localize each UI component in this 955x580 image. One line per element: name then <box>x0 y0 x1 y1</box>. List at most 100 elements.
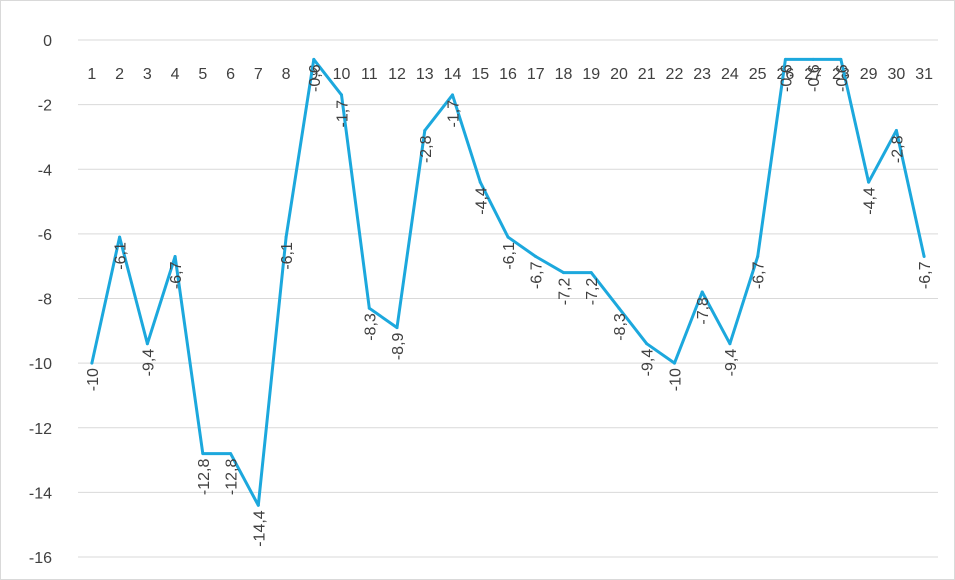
data-point <box>700 290 704 294</box>
x-tick-label: 14 <box>444 66 462 83</box>
data-label: -6,7 <box>168 261 185 289</box>
x-tick-label: 4 <box>171 66 180 83</box>
data-label: -2,8 <box>889 135 906 163</box>
x-tick-label: 17 <box>527 66 545 83</box>
data-label: -12,8 <box>196 458 213 495</box>
data-label: -12,8 <box>224 458 241 495</box>
data-label: -7,2 <box>556 278 573 306</box>
data-label: -6,7 <box>529 261 546 289</box>
data-point <box>312 57 316 61</box>
data-label: -6,1 <box>113 242 130 270</box>
data-point <box>173 254 177 258</box>
x-tick-label: 24 <box>721 66 739 83</box>
x-tick-label: 25 <box>749 66 767 83</box>
data-point <box>617 306 621 310</box>
data-label: -4,4 <box>473 187 490 215</box>
x-tick-label: 6 <box>226 66 235 83</box>
x-tick-label: 8 <box>282 66 291 83</box>
x-tick-label: 30 <box>887 66 905 83</box>
data-point <box>645 342 649 346</box>
y-tick-label: -14 <box>29 485 52 502</box>
data-label: -2,8 <box>418 135 435 163</box>
series-line <box>90 57 926 507</box>
data-point <box>589 271 593 275</box>
data-point <box>506 235 510 239</box>
data-point <box>534 254 538 258</box>
y-tick-label: -16 <box>29 550 52 567</box>
x-tick-label: 22 <box>666 66 684 83</box>
y-axis-tick-labels: 0 -2 -4 -6 -8 -10 -12 -14 -16 <box>29 33 52 567</box>
y-tick-label: -10 <box>29 356 52 373</box>
x-tick-label: 29 <box>860 66 878 83</box>
data-point <box>894 128 898 132</box>
data-label: -0,6 <box>834 64 851 92</box>
x-tick-label: 21 <box>638 66 656 83</box>
x-tick-label: 15 <box>471 66 489 83</box>
data-label: -8,9 <box>390 332 407 360</box>
data-point <box>867 180 871 184</box>
x-tick-label: 7 <box>254 66 263 83</box>
data-label: -6,7 <box>917 261 934 289</box>
x-tick-label: 2 <box>115 66 124 83</box>
data-label: -0,6 <box>307 64 324 92</box>
data-label: -10 <box>667 368 684 391</box>
data-label: -7,8 <box>695 297 712 325</box>
data-point <box>756 254 760 258</box>
y-tick-label: -8 <box>38 292 52 309</box>
data-label: -0,6 <box>806 64 823 92</box>
data-point <box>811 57 815 61</box>
data-label: -9,4 <box>140 349 157 377</box>
data-label: -10 <box>85 368 102 391</box>
x-tick-label: 20 <box>610 66 628 83</box>
data-label: -14,4 <box>251 510 268 547</box>
data-point <box>145 342 149 346</box>
y-tick-label: -2 <box>38 98 52 115</box>
data-point <box>672 361 676 365</box>
y-tick-label: -4 <box>38 162 52 179</box>
y-tick-label: 0 <box>43 33 52 50</box>
x-tick-label: 26 <box>777 66 795 83</box>
y-tick-label: -12 <box>29 421 52 438</box>
data-point <box>284 235 288 239</box>
data-point <box>783 57 787 61</box>
x-tick-label: 3 <box>143 66 152 83</box>
data-label: -1,7 <box>335 100 352 128</box>
data-point <box>728 342 732 346</box>
data-point <box>395 326 399 330</box>
data-point <box>340 93 344 97</box>
x-tick-label: 1 <box>87 66 96 83</box>
data-label: -8,3 <box>362 313 379 341</box>
data-point <box>423 128 427 132</box>
data-point <box>256 503 260 507</box>
data-point <box>118 235 122 239</box>
data-label: -8,3 <box>612 313 629 341</box>
data-point <box>922 254 926 258</box>
data-label: -6,7 <box>751 261 768 289</box>
x-tick-label: 5 <box>198 66 207 83</box>
x-tick-label: 9 <box>309 66 318 83</box>
gridlines <box>78 39 938 558</box>
x-tick-label: 19 <box>582 66 600 83</box>
x-tick-label: 12 <box>388 66 406 83</box>
x-tick-label: 31 <box>915 66 933 83</box>
data-label: -6,1 <box>501 242 518 270</box>
data-label: -6,1 <box>279 242 296 270</box>
x-tick-label: 18 <box>555 66 573 83</box>
data-label: -9,4 <box>723 349 740 377</box>
x-tick-label: 27 <box>804 66 822 83</box>
x-tick-label: 23 <box>693 66 711 83</box>
data-label: -1,7 <box>446 100 463 128</box>
y-tick-label: -6 <box>38 227 52 244</box>
series-layer <box>90 57 926 507</box>
data-point <box>201 452 205 456</box>
data-point <box>451 93 455 97</box>
data-label: -9,4 <box>640 349 657 377</box>
data-point <box>561 271 565 275</box>
data-point <box>229 452 233 456</box>
data-point <box>478 180 482 184</box>
x-tick-label: 11 <box>361 66 378 83</box>
data-point <box>839 57 843 61</box>
data-labels: -10 -6,1 -9,4 -6,7 -12,8 -12,8 -14,4 -6,1 -0,6 -1… <box>85 64 934 546</box>
